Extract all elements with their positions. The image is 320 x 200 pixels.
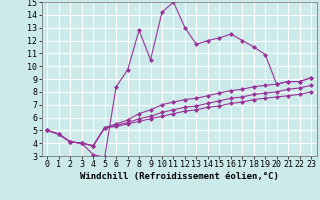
X-axis label: Windchill (Refroidissement éolien,°C): Windchill (Refroidissement éolien,°C) xyxy=(80,172,279,181)
